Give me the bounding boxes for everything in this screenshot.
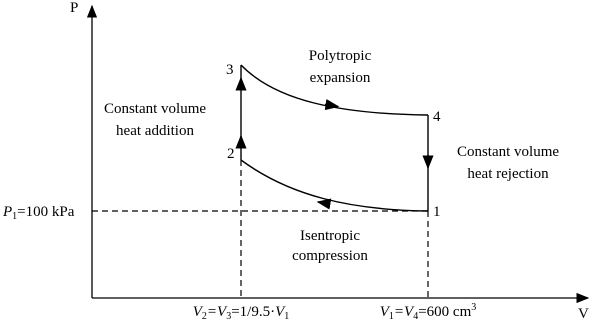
- t: V: [275, 304, 286, 320]
- t: 2: [202, 311, 207, 322]
- expansion-curve: [240, 64, 429, 116]
- point-label: 3: [226, 62, 234, 78]
- t: 1: [389, 311, 394, 322]
- point-label: 4: [433, 109, 441, 125]
- y-label: P: [70, 0, 78, 16]
- guides: [92, 160, 429, 298]
- t: 1: [284, 311, 289, 322]
- axes: [86, 4, 590, 304]
- x-label: V: [578, 306, 589, 322]
- t: =V: [394, 304, 415, 320]
- v1-marker: V1=V4=600 cm3: [380, 302, 477, 322]
- process-label: Isentropic: [300, 228, 360, 244]
- v2-marker: V2=V3=1/9.5·V1: [193, 304, 290, 322]
- process-label: expansion: [310, 70, 371, 86]
- point-label: 2: [227, 146, 235, 162]
- t: =600 cm: [418, 304, 471, 320]
- process-label: Polytropic: [309, 48, 372, 64]
- process-label: Constant volume: [457, 144, 559, 160]
- t: V: [193, 304, 204, 320]
- t: =100 kPa: [17, 204, 75, 220]
- process-label: compression: [292, 248, 368, 264]
- t: 4: [413, 311, 418, 322]
- t: 3: [471, 302, 476, 313]
- labels: P V 3 4 2 1 Polytropic expansion Constan…: [2, 0, 589, 322]
- t: =1/9.5·: [231, 304, 275, 320]
- t: =V: [207, 304, 228, 320]
- t: P: [2, 204, 12, 220]
- t: V: [380, 304, 391, 320]
- cycle: [235, 64, 434, 212]
- p1-marker: P1=100 kPa: [2, 204, 75, 222]
- process-label: Constant volume: [104, 101, 206, 117]
- point-label: 1: [433, 204, 441, 220]
- compression-curve: [240, 159, 429, 212]
- t: 3: [226, 311, 231, 322]
- t: 1: [12, 211, 17, 222]
- process-label: heat addition: [116, 123, 194, 139]
- process-label: heat rejection: [467, 166, 549, 182]
